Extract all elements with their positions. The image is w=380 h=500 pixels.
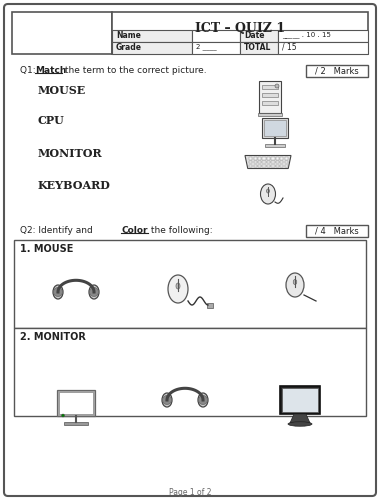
Bar <box>271 161 274 164</box>
Bar <box>253 161 257 164</box>
Bar <box>57 390 95 416</box>
Bar <box>306 225 368 237</box>
Bar <box>276 157 279 160</box>
Bar <box>112 12 368 54</box>
Text: the term to the correct picture.: the term to the correct picture. <box>62 66 207 75</box>
Bar <box>306 65 368 77</box>
Ellipse shape <box>89 285 99 299</box>
Bar <box>271 164 274 167</box>
Text: Grade: Grade <box>116 43 142 52</box>
FancyBboxPatch shape <box>4 4 376 496</box>
Bar <box>253 157 257 160</box>
Bar <box>207 302 213 308</box>
Bar <box>112 30 192 42</box>
Bar <box>192 42 240 54</box>
Bar <box>249 161 252 164</box>
Bar <box>14 328 366 416</box>
Text: Match: Match <box>35 66 66 75</box>
Text: the following:: the following: <box>148 226 213 235</box>
Bar <box>264 120 286 136</box>
Bar <box>14 240 366 328</box>
Bar <box>278 30 368 42</box>
Bar <box>267 157 270 160</box>
Bar <box>262 93 278 96</box>
Text: Q1:: Q1: <box>20 66 38 75</box>
Text: ICT – QUIZ 1: ICT – QUIZ 1 <box>195 22 285 35</box>
Bar <box>276 161 279 164</box>
Text: Page 1 of 2: Page 1 of 2 <box>169 488 211 497</box>
Bar <box>249 164 252 167</box>
Bar <box>280 164 283 167</box>
Ellipse shape <box>266 189 269 193</box>
Bar <box>258 164 261 167</box>
Bar <box>12 12 112 54</box>
Bar <box>262 101 278 104</box>
Bar <box>276 164 279 167</box>
Bar <box>262 118 288 138</box>
Bar <box>258 161 261 164</box>
Bar <box>259 81 281 113</box>
Circle shape <box>90 288 98 296</box>
Bar <box>249 157 252 160</box>
Ellipse shape <box>288 422 312 426</box>
Text: KEYBOARD: KEYBOARD <box>38 180 111 191</box>
Bar <box>263 161 266 164</box>
Bar <box>285 164 288 167</box>
Bar <box>280 157 283 160</box>
Circle shape <box>54 288 62 296</box>
Bar <box>285 157 288 160</box>
Ellipse shape <box>286 273 304 297</box>
Bar <box>253 164 257 167</box>
Bar <box>267 161 270 164</box>
Bar <box>112 42 192 54</box>
Circle shape <box>163 396 171 404</box>
Bar <box>278 42 368 54</box>
Circle shape <box>275 84 279 88</box>
Text: 2. MONITOR: 2. MONITOR <box>20 332 86 342</box>
Bar <box>240 30 278 42</box>
Text: Color: Color <box>121 226 147 235</box>
Circle shape <box>198 396 207 404</box>
Text: Date: Date <box>244 31 264 40</box>
Bar <box>59 392 93 414</box>
Bar <box>271 157 274 160</box>
Text: CPU: CPU <box>38 115 65 126</box>
Text: Name: Name <box>116 31 141 40</box>
Polygon shape <box>245 156 291 168</box>
Bar <box>280 386 320 414</box>
Text: _____ . 10 . 15: _____ . 10 . 15 <box>282 31 331 38</box>
Ellipse shape <box>293 280 297 284</box>
Text: MOUSE: MOUSE <box>38 85 86 96</box>
Bar <box>280 161 283 164</box>
Bar <box>285 161 288 164</box>
Text: 2 ____: 2 ____ <box>196 43 217 50</box>
Text: / 15: / 15 <box>282 43 297 52</box>
Text: MONITOR: MONITOR <box>38 148 103 159</box>
Circle shape <box>62 414 65 417</box>
Text: / 4   Marks: / 4 Marks <box>315 226 359 235</box>
Text: 1. MOUSE: 1. MOUSE <box>20 244 73 254</box>
Bar <box>263 157 266 160</box>
Text: TOTAL: TOTAL <box>244 43 271 52</box>
Text: / 2   Marks: / 2 Marks <box>315 66 359 76</box>
Bar <box>192 30 240 42</box>
Polygon shape <box>290 414 310 423</box>
Bar <box>258 157 261 160</box>
Bar <box>64 422 88 425</box>
Bar <box>263 164 266 167</box>
Ellipse shape <box>176 283 180 289</box>
Bar <box>265 144 285 147</box>
Bar <box>267 164 270 167</box>
Bar <box>240 42 278 54</box>
Bar <box>258 113 282 116</box>
Ellipse shape <box>261 184 276 204</box>
Text: Q2: Identify and: Q2: Identify and <box>20 226 96 235</box>
Ellipse shape <box>168 275 188 303</box>
Ellipse shape <box>162 393 172 407</box>
Bar <box>282 388 318 412</box>
Ellipse shape <box>53 285 63 299</box>
Bar <box>262 85 278 88</box>
Ellipse shape <box>198 393 208 407</box>
